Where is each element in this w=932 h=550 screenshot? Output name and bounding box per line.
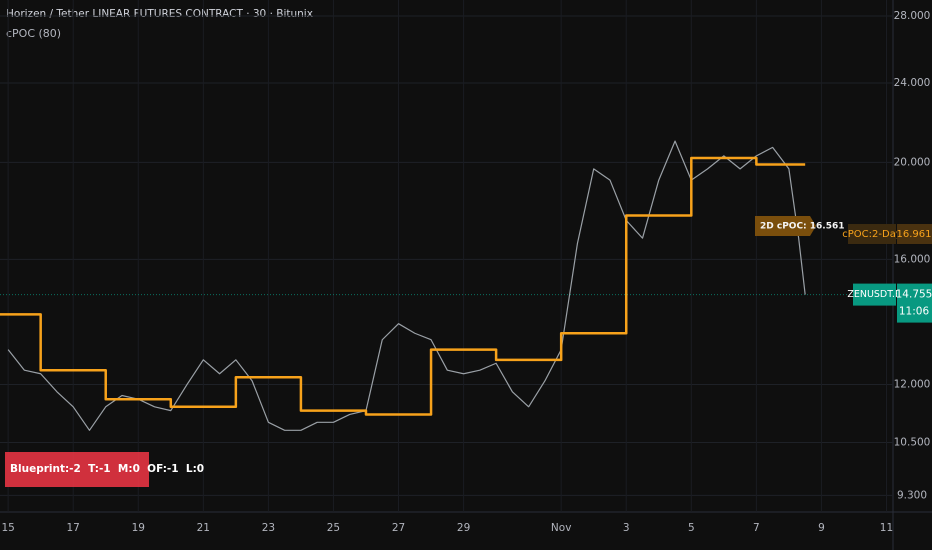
- cpoc-badge-bg: [755, 216, 816, 236]
- indicator-label: cPOC (80): [6, 27, 61, 40]
- x-tick-label: 3: [623, 522, 630, 534]
- x-tick-label: 19: [132, 522, 145, 534]
- y-tick-label: 16.000: [894, 253, 931, 265]
- symbol-tag: ZENUSDT.P: [847, 289, 901, 300]
- cpoc-tag-name: cPOC:2-Day: [842, 229, 902, 240]
- y-tick-label: 28.000: [894, 10, 931, 22]
- countdown: 11:06: [899, 306, 930, 318]
- chart-title: Horizen / Tether LINEAR FUTURES CONTRACT…: [6, 8, 313, 20]
- y-tick-label: 24.000: [894, 77, 931, 89]
- price-line: [7, 140, 806, 431]
- symbol-tag-bg: [853, 283, 896, 306]
- x-tick-label: 11: [880, 522, 893, 534]
- last-price-bg: [897, 283, 932, 323]
- cpoc-line: [0, 156, 806, 416]
- x-tick-label: 15: [1, 522, 14, 534]
- cpoc-tag-bg: [848, 224, 896, 245]
- cpoc-price: 16.961: [897, 229, 932, 240]
- blueprint-bg: [5, 452, 149, 487]
- blueprint: Blueprint:-2 T:-1 M:0 OF:-1 L:0: [10, 463, 204, 475]
- x-tick-label: Nov: [551, 522, 572, 534]
- y-tick-label: 20.000: [894, 156, 931, 168]
- x-tick-label: 9: [818, 522, 825, 534]
- cpoc-price-bg: [897, 224, 932, 245]
- x-tick-label: 27: [392, 522, 405, 534]
- x-tick-label: 7: [753, 522, 760, 534]
- y-tick-label: 10.500: [894, 437, 931, 449]
- cpoc-badge: 2D cPOC: 16.561: [760, 222, 845, 232]
- y-tick-label: 12.000: [894, 378, 931, 390]
- x-tick-label: 21: [197, 522, 210, 534]
- last-price: 14.755: [896, 289, 932, 301]
- x-tick-label: 23: [262, 522, 275, 534]
- y-tick-label: 9.300: [897, 489, 927, 501]
- x-tick-label: 29: [457, 522, 470, 534]
- x-tick-label: 17: [67, 522, 80, 534]
- x-tick-label: 25: [327, 522, 340, 534]
- x-tick-label: 5: [688, 522, 695, 534]
